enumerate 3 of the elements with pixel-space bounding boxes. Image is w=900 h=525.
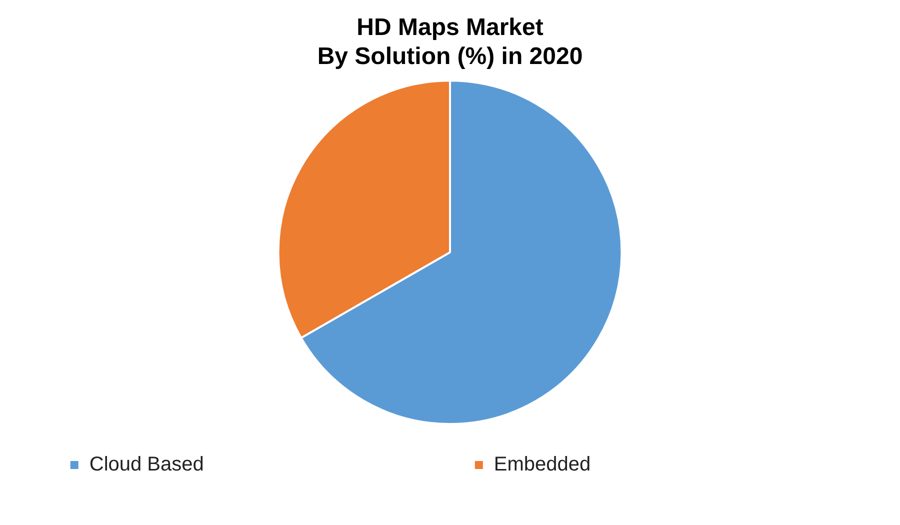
legend-label: Cloud Based [89,454,444,476]
legend-label: Embedded [494,454,831,476]
chart-title: HD Maps Market By Solution (%) in 2020 [317,14,583,70]
